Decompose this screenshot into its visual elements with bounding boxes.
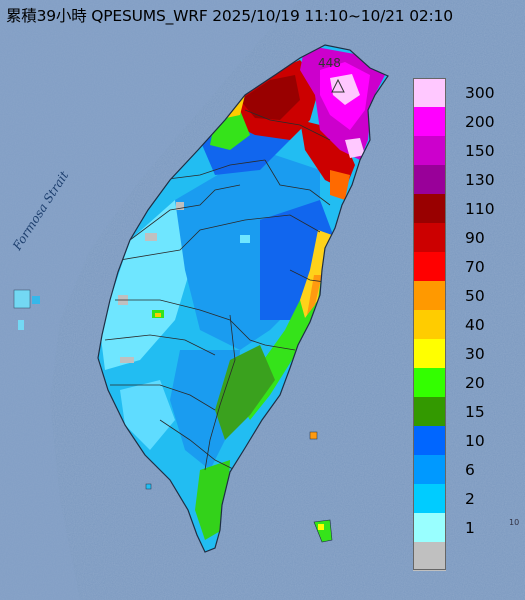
legend-label: 70 (465, 257, 485, 276)
legend-swatch (413, 310, 446, 339)
legend-label: 1 (465, 518, 475, 537)
legend-swatch (413, 426, 446, 455)
legend-swatch (413, 252, 446, 281)
rainfall-fills (100, 45, 385, 540)
legend-label: 50 (465, 286, 485, 305)
legend-swatch (413, 484, 446, 513)
legend-swatch (413, 513, 446, 542)
legend-label: 40 (465, 315, 485, 334)
legend-label: 90 (465, 228, 485, 247)
legend-swatch (413, 455, 446, 484)
legend-label: 300 (465, 83, 495, 102)
coastline (97, 44, 389, 553)
legend-swatch (413, 194, 446, 223)
legend-label: 200 (465, 112, 495, 131)
legend-label: 10 (465, 431, 485, 450)
county-boundaries (104, 109, 331, 471)
peak-value-label: 448 (318, 56, 341, 70)
corner-mark: 10 (509, 518, 520, 527)
legend-swatch (413, 368, 446, 397)
legend-swatch (413, 339, 446, 368)
legend-swatch (413, 165, 446, 194)
legend-label: 6 (465, 460, 475, 479)
legend-swatch (413, 542, 446, 571)
peak-triangle-icon (331, 78, 345, 93)
legend-label: 30 (465, 344, 485, 363)
map-title: 累積39小時 QPESUMS_WRF 2025/10/19 11:10~10/2… (6, 7, 453, 25)
legend-label: 15 (465, 402, 485, 421)
legend-label: 150 (465, 141, 495, 160)
legend-label: 2 (465, 489, 475, 508)
legend-swatch (413, 281, 446, 310)
legend-swatch (413, 136, 446, 165)
legend-swatch (413, 223, 446, 252)
legend-swatch (413, 397, 446, 426)
legend-swatch (413, 78, 446, 107)
shallow-sea (0, 0, 300, 600)
legend-label: 130 (465, 170, 495, 189)
legend-label: 110 (465, 199, 495, 218)
legend-swatch (413, 107, 446, 136)
legend-label: 20 (465, 373, 485, 392)
offshore-islands (13, 289, 333, 543)
